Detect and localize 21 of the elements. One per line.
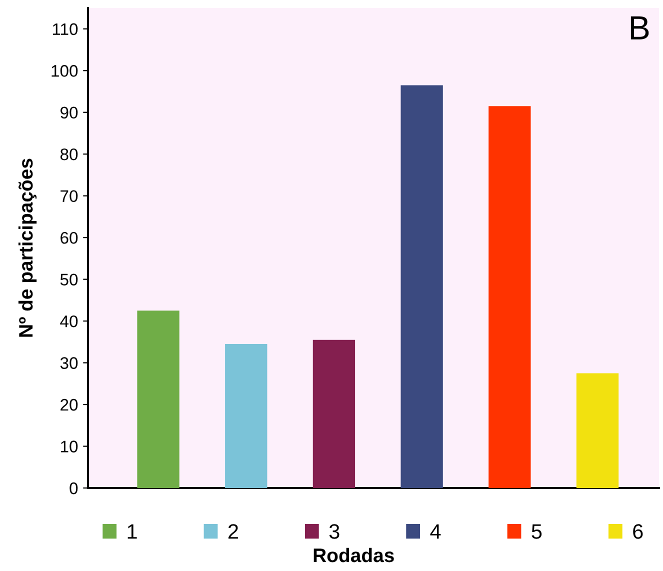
legend-label: 1: [128, 524, 137, 539]
y-tick-label: 90: [60, 106, 78, 119]
y-tick-label: 100: [52, 65, 78, 77]
annotation: B: [630, 16, 649, 40]
legend-label: 2: [228, 524, 238, 539]
legend-label: 4: [430, 524, 441, 539]
y-tick-label: 10: [61, 440, 78, 452]
y-tick-label: 0: [70, 482, 78, 494]
y-axis-title: Nº de participações: [18, 158, 37, 337]
y-tick-label: 20: [60, 398, 78, 411]
y-tick-label: 50: [60, 274, 78, 286]
x-axis-title: Rodadas: [314, 548, 394, 562]
legend-label: 3: [329, 524, 340, 539]
y-tick-label: 60: [60, 232, 78, 244]
y-tick-label: 110: [52, 23, 78, 36]
y-tick-label: 70: [60, 190, 78, 202]
legend-label: 5: [532, 524, 542, 539]
y-tick-label: 30: [60, 357, 78, 369]
y-tick-label: 40: [60, 315, 78, 328]
legend-label: 6: [633, 524, 643, 539]
y-tick-label: 80: [60, 148, 78, 160]
